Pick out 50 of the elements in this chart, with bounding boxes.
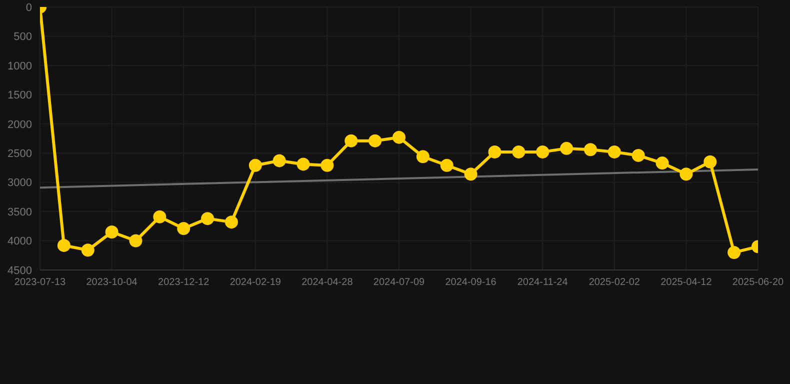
point bbox=[105, 226, 118, 239]
x-tick-label: 2024-04-28 bbox=[302, 277, 354, 288]
point bbox=[320, 158, 334, 172]
y-tick-label: 2500 bbox=[8, 148, 32, 160]
y-tick-label: 1000 bbox=[8, 60, 32, 72]
point bbox=[296, 158, 310, 171]
point bbox=[728, 246, 741, 259]
point bbox=[177, 222, 190, 236]
y-tick-label: 2000 bbox=[8, 118, 32, 131]
y-tick-label: 1500 bbox=[8, 90, 32, 102]
point bbox=[488, 145, 502, 158]
x-tick-label: 2024-07-09 bbox=[373, 277, 426, 288]
y-tick-label: 4500 bbox=[8, 264, 32, 277]
point bbox=[632, 148, 645, 162]
point bbox=[680, 168, 693, 181]
x-tick-label: 2024-09-16 bbox=[445, 277, 497, 288]
x-tick-label: 2024-02-19 bbox=[230, 277, 282, 288]
point bbox=[512, 145, 526, 158]
y-tick-label: 3500 bbox=[8, 206, 32, 218]
x-tick-label: 2024-11-24 bbox=[517, 277, 568, 288]
point bbox=[81, 244, 94, 257]
point bbox=[392, 130, 406, 144]
y-tick-label: 0 bbox=[26, 2, 32, 14]
y-tick-label: 3000 bbox=[8, 177, 32, 190]
x-tick-label: 2023-10-04 bbox=[86, 277, 138, 288]
point bbox=[656, 156, 669, 170]
point bbox=[464, 168, 478, 181]
x-tick-label: 2025-02-02 bbox=[588, 277, 640, 288]
point bbox=[584, 143, 597, 156]
point bbox=[272, 154, 286, 168]
y-tick-label: 500 bbox=[14, 31, 32, 44]
x-tick-label: 2023-07-13 bbox=[14, 277, 66, 288]
x-tick-label: 2023-12-12 bbox=[158, 277, 210, 288]
point bbox=[440, 158, 454, 172]
point bbox=[201, 212, 214, 226]
point bbox=[153, 210, 166, 224]
x-tick-label: 2025-06-20 bbox=[732, 277, 784, 288]
point bbox=[224, 216, 238, 229]
point bbox=[536, 145, 550, 158]
point bbox=[344, 134, 358, 148]
point bbox=[368, 134, 382, 148]
x-tick-label: 2025-04-12 bbox=[660, 277, 712, 288]
point bbox=[248, 158, 262, 172]
point bbox=[608, 145, 621, 158]
y-tick-label: 4000 bbox=[8, 236, 32, 248]
point bbox=[129, 234, 142, 248]
point bbox=[560, 142, 574, 155]
point bbox=[57, 238, 70, 252]
point bbox=[704, 155, 717, 168]
point bbox=[416, 150, 430, 164]
